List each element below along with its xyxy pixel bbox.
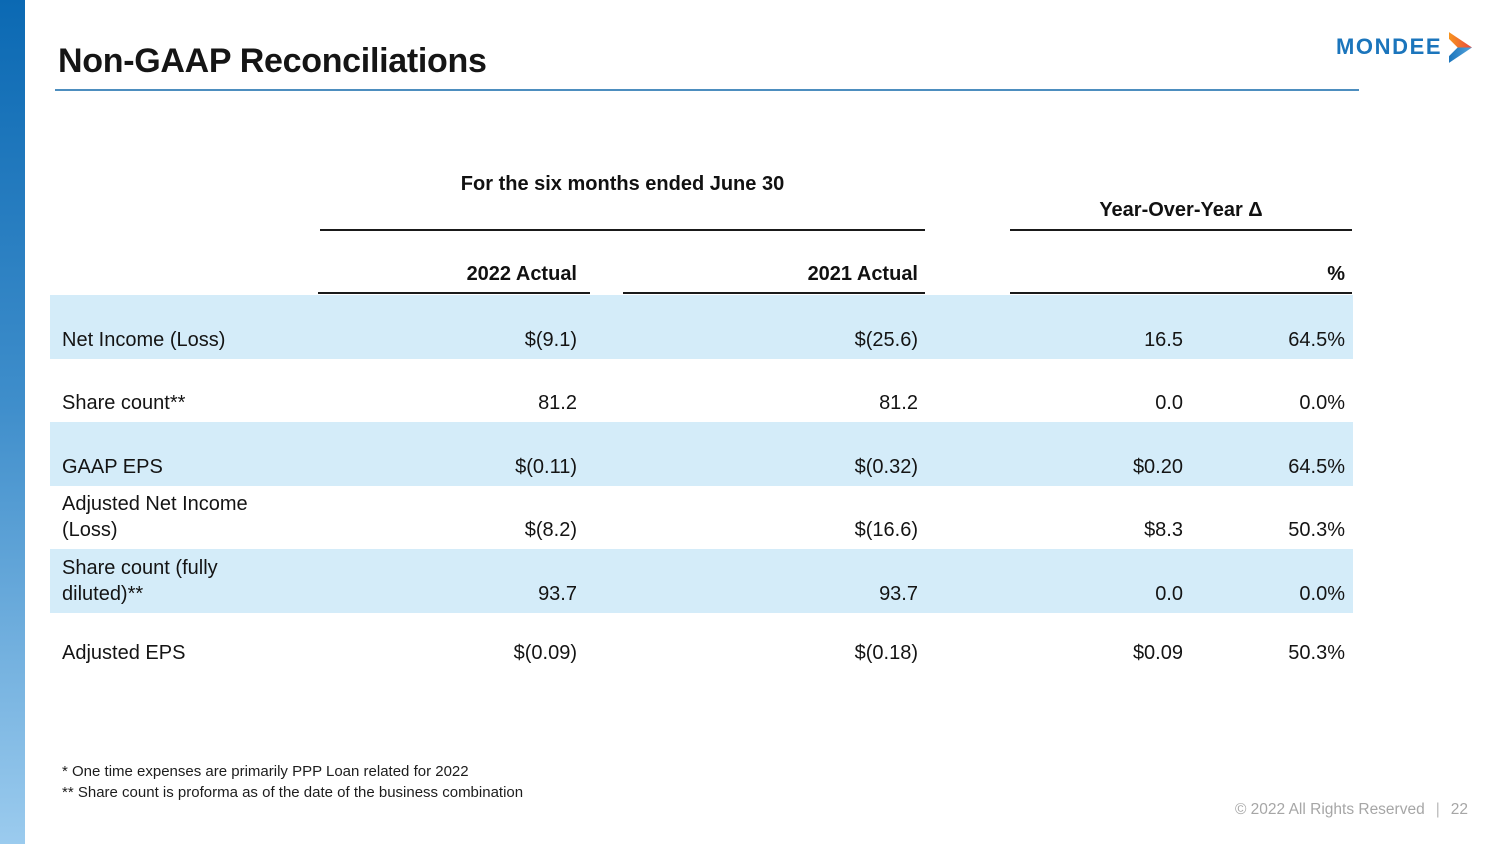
group-header-year-over-year: Year-Over-Year Δ (1099, 199, 1263, 221)
cell-2021-actual: $(16.6) (854, 519, 918, 541)
table-row-gaap-eps: GAAP EPS $(0.11) $(0.32) $0.20 64.5% (50, 422, 1353, 486)
cell-delta: $0.09 (1132, 642, 1183, 664)
cell-2022-actual: 81.2 (538, 392, 577, 414)
cell-2021-actual: $(0.32) (854, 456, 918, 478)
row-label: Adjusted Net Income (Loss) (62, 493, 248, 541)
page-number: 22 (1450, 801, 1468, 818)
cell-percent: 0.0% (1299, 392, 1345, 414)
cell-2022-actual: 93.7 (538, 583, 577, 605)
cell-2021-actual: $(25.6) (854, 329, 918, 351)
row-label: Share count (fully diluted)** (62, 557, 218, 605)
cell-2022-actual: $(9.1) (524, 329, 577, 351)
reconciliation-table: Net Income (Loss) $(9.1) $(25.6) 16.5 64… (50, 295, 1353, 672)
cell-percent: 50.3% (1288, 642, 1345, 664)
column-header-percent: % (1327, 263, 1345, 285)
cell-delta: 0.0 (1155, 583, 1183, 605)
cell-percent: 64.5% (1288, 329, 1345, 351)
row-label: Adjusted EPS (62, 642, 186, 664)
cell-delta: 16.5 (1144, 329, 1183, 351)
rule-col-2022 (318, 292, 590, 294)
cell-2021-actual: 81.2 (879, 392, 918, 414)
footnotes: * One time expenses are primarily PPP Lo… (62, 761, 523, 803)
mondee-arrow-icon (1449, 31, 1473, 63)
table-row-net-income: Net Income (Loss) $(9.1) $(25.6) 16.5 64… (50, 295, 1353, 359)
cell-2022-actual: $(0.09) (513, 642, 577, 664)
cell-delta: 0.0 (1155, 392, 1183, 414)
cell-delta: $0.20 (1132, 456, 1183, 478)
table-row-adjusted-eps: Adjusted EPS $(0.09) $(0.18) $0.09 50.3% (50, 613, 1353, 672)
table-row-share-count-fully-diluted: Share count (fully diluted)** 93.7 93.7 … (50, 549, 1353, 613)
cell-percent: 0.0% (1299, 583, 1345, 605)
footnote-share-count: ** Share count is proforma as of the dat… (62, 784, 524, 801)
left-accent-bar (0, 0, 25, 844)
page-title: Non-GAAP Reconciliations (58, 42, 487, 80)
cell-percent: 64.5% (1288, 456, 1345, 478)
rule-year-over-year (1010, 229, 1352, 231)
rule-col-percent (1010, 292, 1352, 294)
cell-2022-actual: $(8.2) (524, 519, 577, 541)
group-header-six-months: For the six months ended June 30 (460, 173, 785, 195)
cell-percent: 50.3% (1288, 519, 1345, 541)
mondee-logo-text: MONDEE (1336, 34, 1443, 59)
footnote-one-time-expenses: * One time expenses are primarily PPP Lo… (62, 763, 469, 780)
row-label: GAAP EPS (62, 456, 163, 478)
rule-six-months (320, 229, 925, 231)
column-header-2022-actual: 2022 Actual (466, 263, 577, 285)
mondee-logo: MONDEE (1336, 30, 1473, 64)
table-row-share-count: Share count** 81.2 81.2 0.0 0.0% (50, 359, 1353, 422)
row-label: Share count** (62, 392, 186, 414)
column-header-2021-actual: 2021 Actual (807, 263, 918, 285)
cell-2022-actual: $(0.11) (515, 456, 577, 478)
title-underline (55, 89, 1359, 91)
rule-col-2021 (623, 292, 925, 294)
table-row-adjusted-net-income: Adjusted Net Income (Loss) $(8.2) $(16.6… (50, 486, 1353, 549)
cell-2021-actual: 93.7 (879, 583, 918, 605)
copyright-text: © 2022 All Rights Reserved (1234, 801, 1425, 818)
slide-footer: © 2022 All Rights Reserved | 22 (1235, 801, 1468, 819)
cell-delta: $8.3 (1144, 519, 1183, 541)
footer-divider: | (1435, 801, 1440, 818)
cell-2021-actual: $(0.18) (854, 642, 918, 664)
row-label: Net Income (Loss) (62, 329, 226, 351)
